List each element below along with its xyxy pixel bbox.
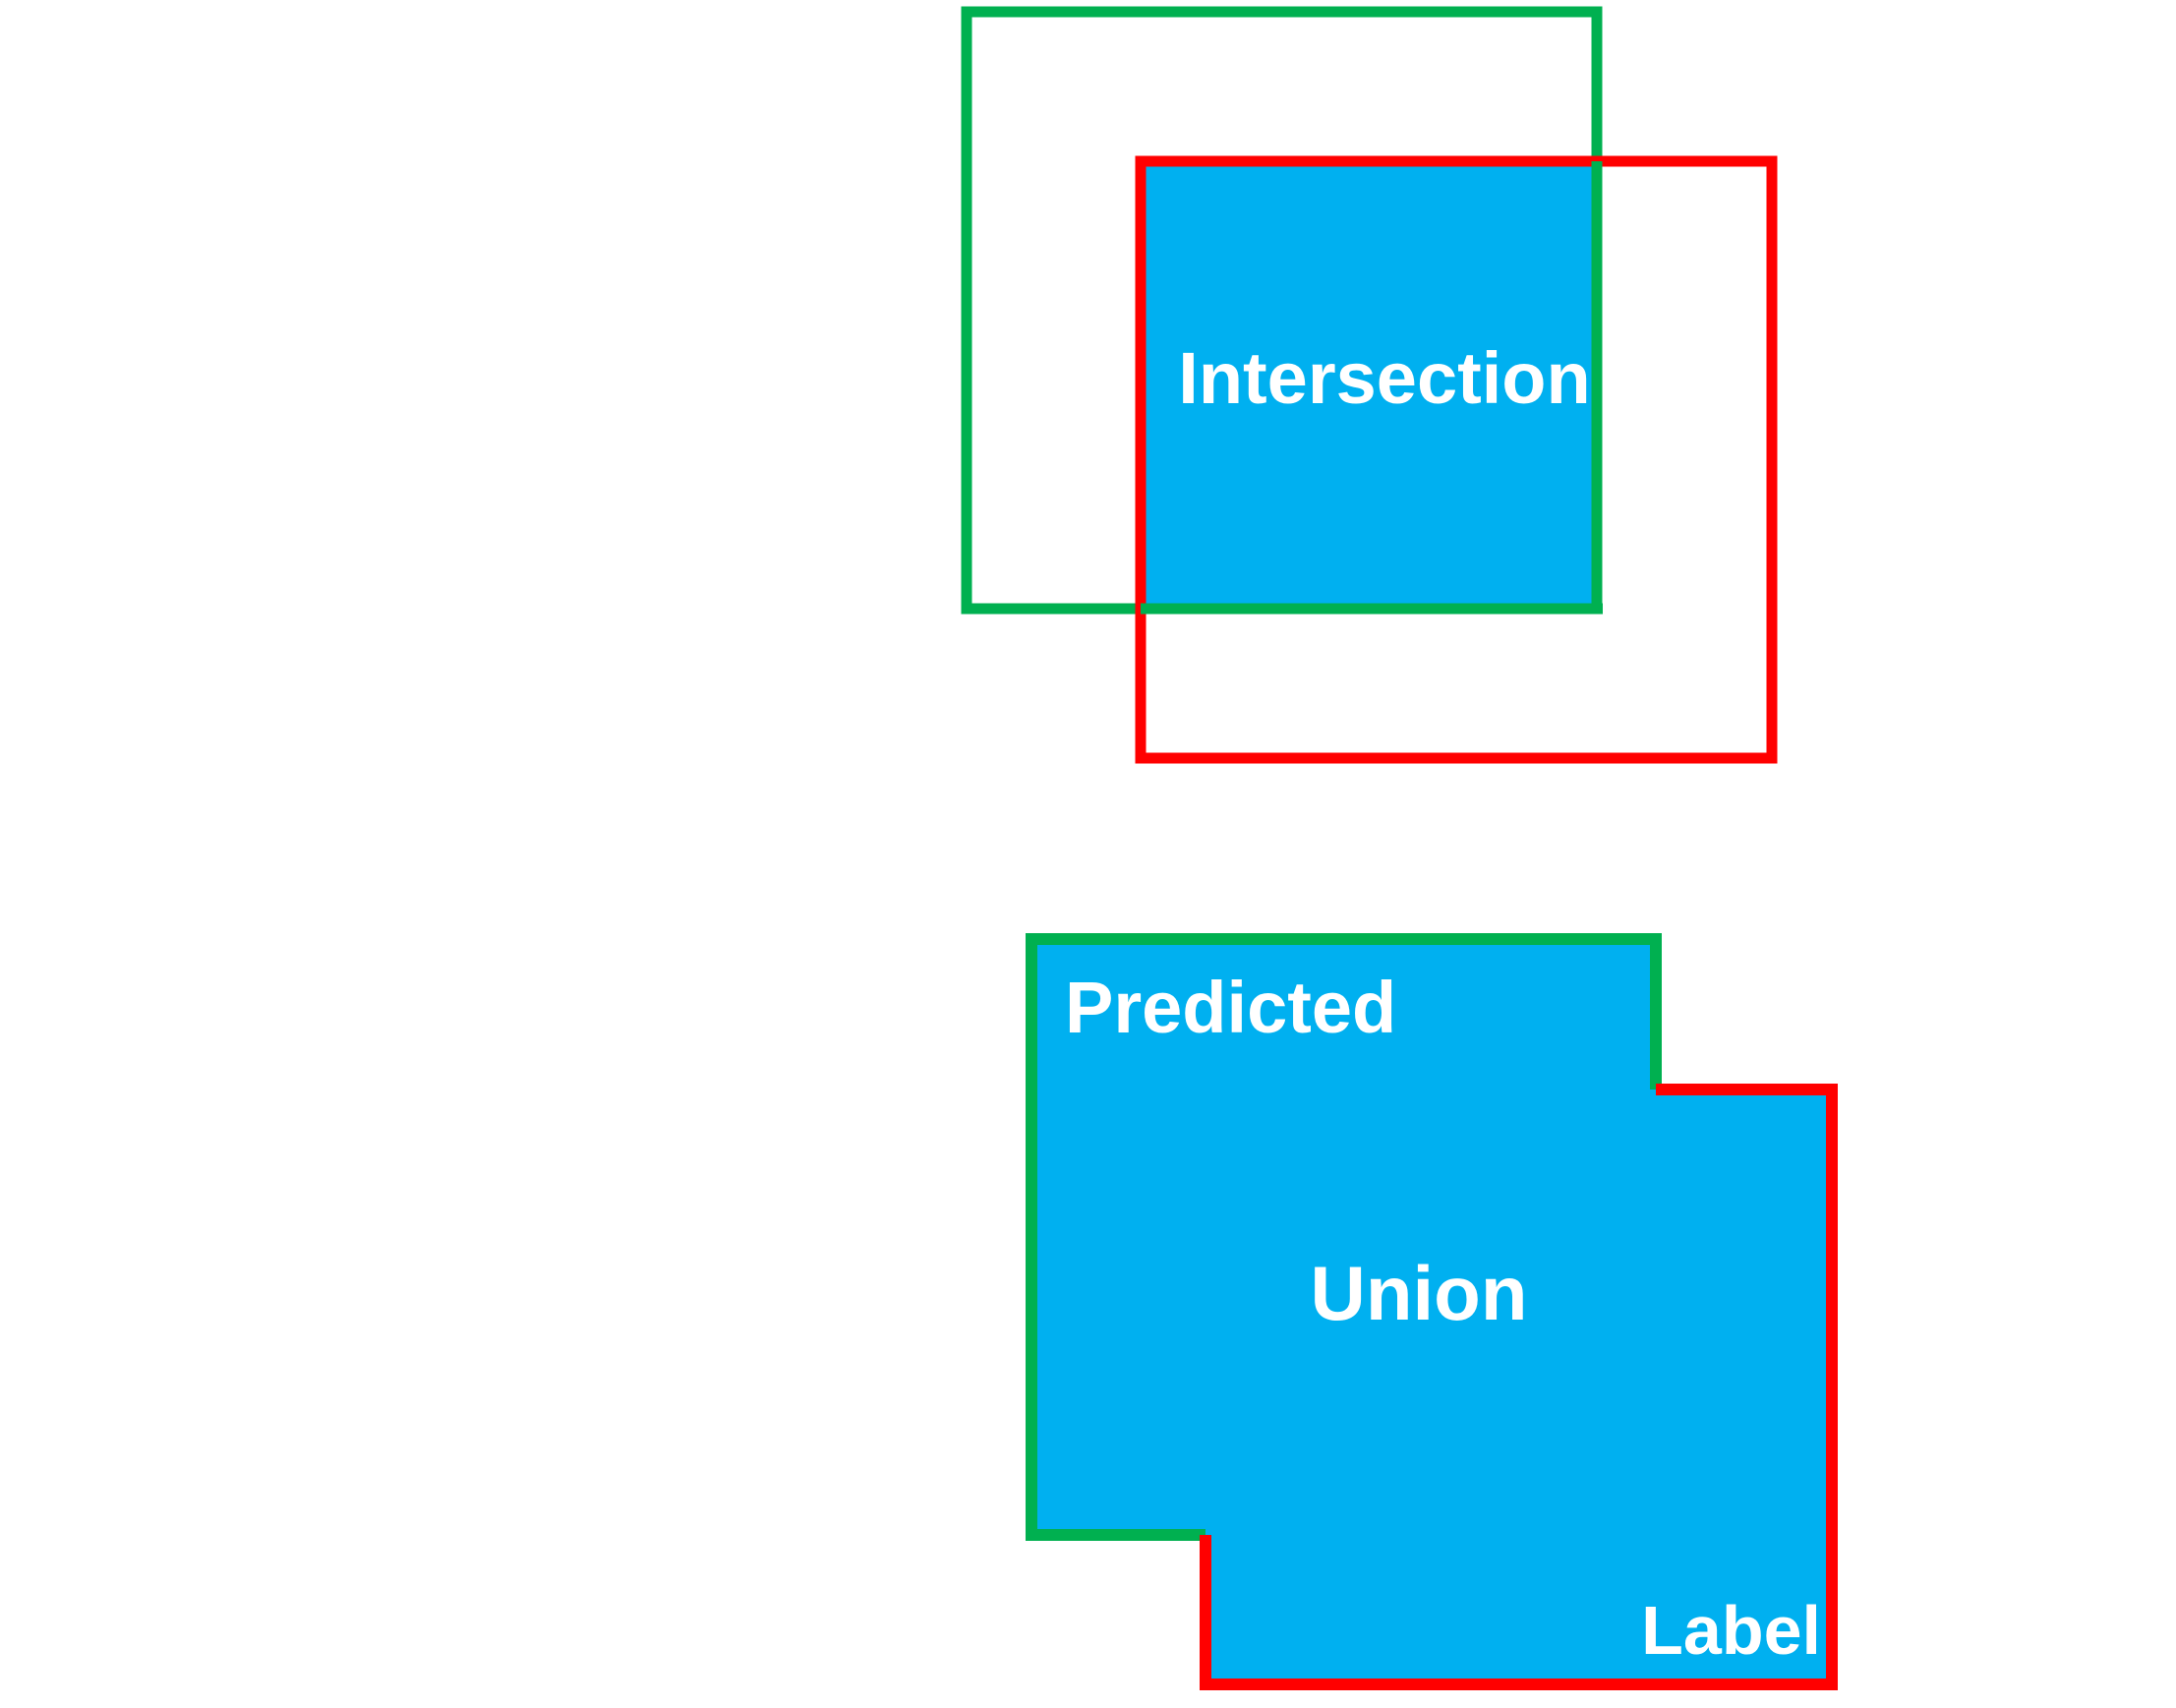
label-box-outline xyxy=(1135,155,1778,764)
union-area xyxy=(1031,939,1832,1684)
label-text: Label xyxy=(1641,1592,1821,1669)
label-box-outline xyxy=(1200,1084,1838,1690)
intersection-text: Intersection xyxy=(1178,337,1590,419)
predicted-box-outline xyxy=(1026,933,1662,1541)
union-panel: Predicted Union Label xyxy=(1026,933,1838,1690)
union-text: Union xyxy=(1311,1250,1528,1336)
predicted-text: Predicted xyxy=(1065,967,1396,1048)
intersection-panel: Intersection xyxy=(961,6,1778,764)
intersection-area xyxy=(1141,161,1597,609)
